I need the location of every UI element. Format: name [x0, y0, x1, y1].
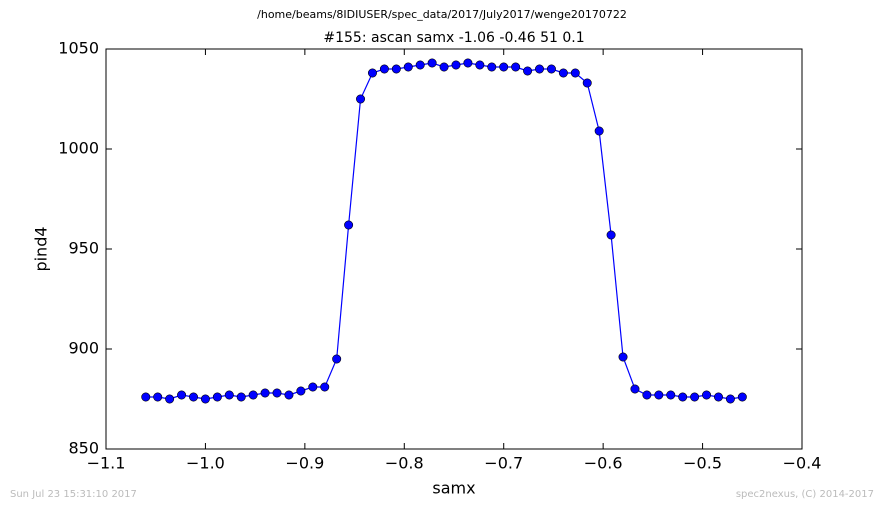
footer-left: Sun Jul 23 15:31:10 2017: [10, 489, 137, 500]
point: [320, 382, 330, 392]
point: [702, 390, 712, 400]
point: [725, 394, 735, 404]
point: [535, 64, 545, 74]
point: [367, 68, 377, 78]
point: [666, 390, 676, 400]
y-axis-label: pind4: [32, 226, 51, 271]
point: [546, 64, 556, 74]
y-tick-label: 950: [68, 239, 99, 258]
suptitle: /home/beams/8IDIUSER/spec_data/2017/July…: [257, 8, 627, 21]
point: [153, 392, 163, 402]
point: [618, 352, 628, 362]
point: [356, 94, 366, 104]
point: [427, 58, 437, 68]
x-tick-label: −0.4: [783, 454, 822, 473]
x-tick-label: −1.0: [186, 454, 225, 473]
point: [451, 60, 461, 70]
point: [642, 390, 652, 400]
x-tick-label: −0.5: [683, 454, 722, 473]
point: [141, 392, 151, 402]
point: [165, 394, 175, 404]
point: [260, 388, 270, 398]
point: [594, 126, 604, 136]
x-tick-label: −0.7: [484, 454, 523, 473]
y-tick-label: 1000: [58, 139, 99, 158]
point: [463, 58, 473, 68]
point: [713, 392, 723, 402]
y-tick-label: 1050: [58, 39, 99, 58]
point: [403, 62, 413, 72]
point: [415, 60, 425, 70]
point: [737, 392, 747, 402]
footer-right: spec2nexus, (C) 2014-2017: [736, 489, 874, 500]
point: [284, 390, 294, 400]
point: [296, 386, 306, 396]
point: [344, 220, 354, 230]
point: [475, 60, 485, 70]
point: [499, 62, 509, 72]
y-tick-label: 900: [68, 339, 99, 358]
point: [391, 64, 401, 74]
point: [308, 382, 318, 392]
point: [690, 392, 700, 402]
point: [558, 68, 568, 78]
point: [570, 68, 580, 78]
point: [332, 354, 342, 364]
y-tick-label: 850: [68, 439, 99, 458]
chart-title: #155: ascan samx -1.06 -0.46 51 0.1: [323, 30, 584, 46]
x-tick-label: −1.1: [87, 454, 126, 473]
point: [177, 390, 187, 400]
point: [224, 390, 234, 400]
x-tick-label: −0.6: [584, 454, 623, 473]
point: [487, 62, 497, 72]
point: [678, 392, 688, 402]
x-tick-label: −0.9: [285, 454, 324, 473]
point: [523, 66, 533, 76]
point: [630, 384, 640, 394]
point: [188, 392, 198, 402]
plot-frame: [105, 48, 803, 450]
x-tick-label: −0.8: [385, 454, 424, 473]
point: [212, 392, 222, 402]
point: [379, 64, 389, 74]
point: [248, 390, 258, 400]
point: [654, 390, 664, 400]
point: [606, 230, 616, 240]
point: [200, 394, 210, 404]
point: [439, 62, 449, 72]
point: [236, 392, 246, 402]
x-axis-label: samx: [432, 479, 475, 498]
point: [582, 78, 592, 88]
point: [272, 388, 282, 398]
point: [511, 62, 521, 72]
